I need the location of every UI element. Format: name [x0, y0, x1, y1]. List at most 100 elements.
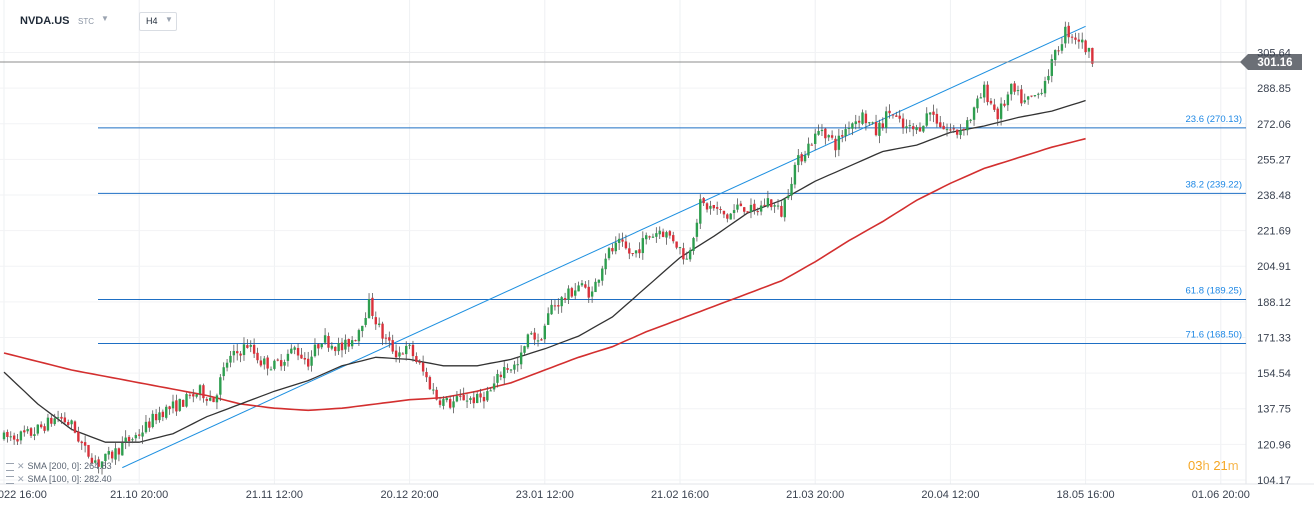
- candle-body: [384, 337, 388, 339]
- chart-toolbar: NVDA.US STC ▼ H4 ▼: [0, 0, 400, 40]
- candle-body: [560, 297, 563, 307]
- candle-body: [438, 400, 442, 405]
- candle-body: [611, 248, 614, 252]
- candle-body: [719, 209, 722, 211]
- candle-body: [1074, 37, 1077, 40]
- candle-body: [499, 374, 503, 378]
- candle-body: [584, 284, 587, 288]
- candle-body: [979, 97, 983, 99]
- candle-body: [212, 398, 215, 403]
- candle-body: [70, 420, 73, 425]
- candle-body: [1033, 95, 1037, 97]
- candle-body: [323, 335, 327, 343]
- mode-dropdown-icon[interactable]: ▼: [101, 14, 109, 23]
- candle-body: [993, 104, 996, 110]
- candle-body: [1040, 92, 1043, 94]
- candle-body: [732, 210, 736, 213]
- candle-body: [158, 412, 161, 421]
- candle-body: [432, 389, 435, 391]
- candle-body: [857, 120, 861, 123]
- candle-body: [1010, 83, 1013, 95]
- settings-icon[interactable]: [6, 462, 14, 471]
- candle-body: [26, 429, 29, 432]
- candle-body: [668, 231, 672, 236]
- candle-body: [215, 395, 219, 403]
- candle-body: [814, 133, 817, 144]
- candle-body: [1060, 44, 1064, 51]
- y-tick-label-3: 255.27: [1257, 154, 1291, 166]
- timeframe-select[interactable]: H4 ▼: [139, 12, 177, 31]
- candle-body: [712, 204, 715, 209]
- candle-body: [634, 250, 638, 254]
- candle-body: [999, 103, 1003, 119]
- candle-body: [1020, 89, 1023, 104]
- candle-body: [242, 344, 246, 356]
- candle-body: [418, 361, 421, 363]
- candle-body: [915, 127, 918, 131]
- candle-body: [624, 241, 628, 249]
- trendline[interactable]: [122, 25, 1086, 469]
- candle-body: [198, 385, 202, 394]
- candle-body: [604, 258, 607, 270]
- settings-icon[interactable]: [6, 475, 14, 484]
- candle-body: [94, 460, 97, 463]
- candle-body: [614, 242, 617, 252]
- candle-body: [175, 400, 178, 412]
- candle-body: [546, 313, 550, 325]
- candle-body: [874, 121, 878, 136]
- close-icon[interactable]: ✕: [17, 461, 25, 471]
- candle-body: [364, 317, 367, 325]
- candle-body: [283, 362, 286, 366]
- grid: [0, 0, 1314, 485]
- candle-body: [492, 383, 496, 390]
- candle-body: [786, 195, 790, 199]
- candle-body: [462, 394, 465, 401]
- candle-body: [117, 448, 121, 455]
- x-tick-label-9: 01.06 20:00: [1192, 489, 1250, 501]
- close-icon[interactable]: ✕: [17, 474, 25, 484]
- candle-body: [905, 126, 908, 129]
- candle-body: [780, 205, 783, 217]
- candle-body: [192, 394, 195, 397]
- legend-sma-100[interactable]: ✕ SMA [100, 0]: 282.40: [6, 474, 112, 485]
- candle-body: [354, 340, 357, 342]
- candle-body: [655, 233, 658, 237]
- y-tick-label-4: 238.48: [1257, 190, 1291, 202]
- candle-body: [672, 235, 675, 242]
- candle-body: [790, 183, 793, 196]
- candle-body: [377, 323, 381, 325]
- candle-body: [519, 352, 523, 365]
- candle-body: [543, 325, 546, 340]
- candle-body: [232, 350, 236, 356]
- candle-body: [607, 248, 611, 259]
- candle-body: [726, 214, 729, 219]
- candle-body: [141, 432, 144, 437]
- candle-body: [722, 210, 726, 215]
- candle-body: [972, 107, 976, 120]
- fib-label-1: 38.2 (239.22): [1185, 179, 1242, 190]
- candle-body: [138, 434, 141, 436]
- candle-body: [421, 362, 425, 372]
- candle-body: [347, 338, 350, 347]
- candle-body: [222, 367, 225, 377]
- candle-body: [327, 336, 330, 348]
- candle-countdown: 03h 21m: [1188, 458, 1239, 473]
- candle-body: [435, 389, 438, 400]
- chart-mode-label[interactable]: STC: [78, 17, 94, 26]
- symbol-label[interactable]: NVDA.US: [20, 15, 70, 27]
- candle-body: [181, 399, 185, 407]
- candle-body: [29, 428, 33, 436]
- candle-body: [330, 345, 334, 349]
- candle-body: [154, 413, 158, 421]
- last-price-line: 301.16: [0, 54, 1302, 71]
- legend-sma-200[interactable]: ✕ SMA [200, 0]: 264.83: [6, 461, 112, 472]
- x-axis: 23.09.2022 16:00 21.10 20:00 21.11 12:00 20…: [0, 489, 1250, 501]
- x-tick-label-8: 18.05 16:00: [1057, 489, 1115, 501]
- candle-body: [925, 113, 928, 126]
- candle-body: [523, 346, 526, 353]
- candle-body: [300, 354, 303, 359]
- candle-body: [749, 204, 753, 213]
- candlestick-series: [2, 21, 1094, 475]
- candle-body: [236, 351, 239, 354]
